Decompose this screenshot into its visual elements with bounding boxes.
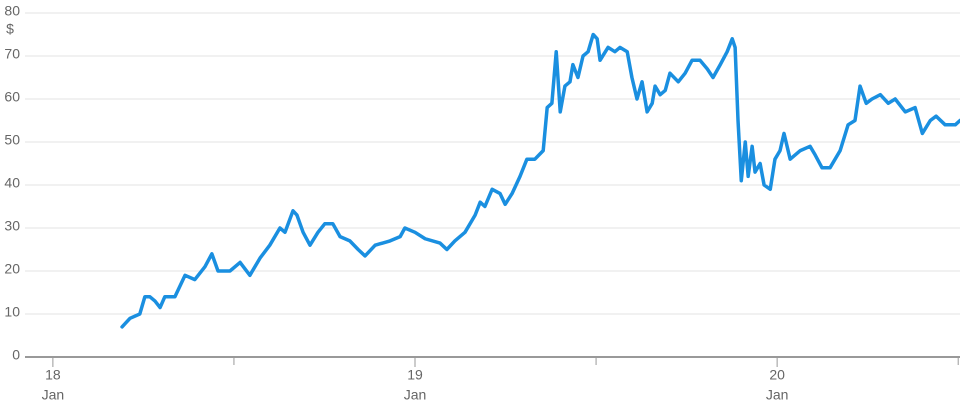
y-tick-label: 30: [4, 218, 20, 234]
x-tick-label: Jan: [766, 387, 789, 403]
y-tick-label: 80: [4, 3, 20, 19]
y-tick-label: 40: [4, 175, 20, 191]
x-tick-label: Jan: [404, 387, 427, 403]
y-tick-label: 70: [4, 46, 20, 62]
y-tick-label: 10: [4, 304, 20, 320]
x-tick-label: Jan: [42, 387, 65, 403]
y-tick-label: 20: [4, 261, 20, 277]
y-tick-label: 60: [4, 89, 20, 105]
y-unit: $: [6, 21, 14, 37]
y-tick-label: 0: [12, 347, 20, 363]
x-tick-label: 18: [45, 367, 61, 383]
x-tick-label: 19: [407, 367, 423, 383]
price-line: [120, 32, 960, 329]
x-tick-label: 20: [769, 367, 785, 383]
y-tick-label: 50: [4, 132, 20, 148]
